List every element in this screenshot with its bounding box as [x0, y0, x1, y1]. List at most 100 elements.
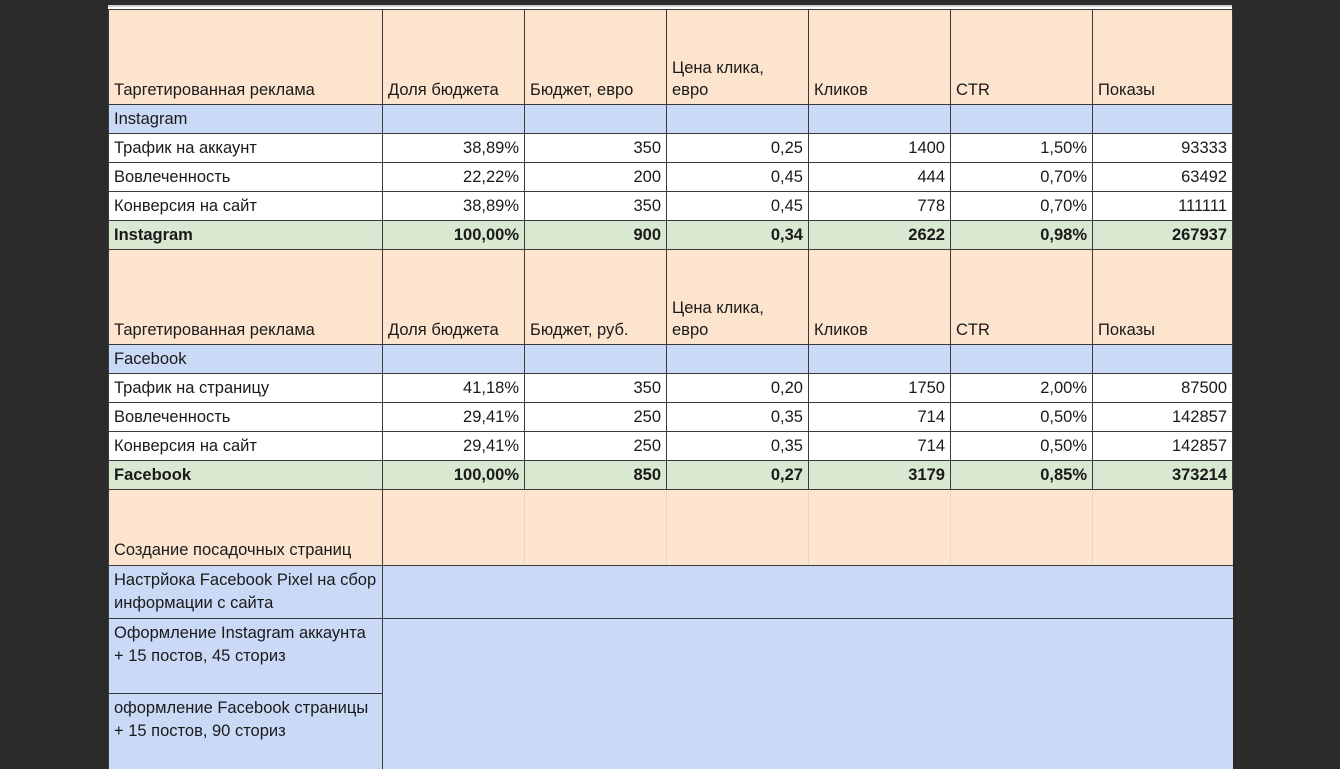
empty-cell[interactable] [951, 345, 1093, 374]
budget-share-cell[interactable]: 29,41% [383, 403, 525, 432]
empty-cell[interactable] [809, 490, 951, 566]
header-cell-ctr[interactable]: CTR [951, 10, 1093, 105]
empty-cell[interactable] [525, 345, 667, 374]
header-cell-budget-share[interactable]: Доля бюджета [383, 10, 525, 105]
empty-cell[interactable] [383, 345, 525, 374]
facebook-total-row: Facebook 100,00% 850 0,27 3179 0,85% 373… [109, 461, 1233, 490]
empty-cell[interactable] [667, 490, 809, 566]
total-ctr-cell[interactable]: 0,85% [951, 461, 1093, 490]
empty-cell[interactable] [809, 105, 951, 134]
click-price-cell[interactable]: 0,25 [667, 134, 809, 163]
total-ctr-cell[interactable]: 0,98% [951, 221, 1093, 250]
total-click-price-cell[interactable]: 0,34 [667, 221, 809, 250]
total-impressions-cell[interactable]: 373214 [1093, 461, 1233, 490]
total-budget-cell[interactable]: 850 [525, 461, 667, 490]
empty-cell[interactable] [1093, 490, 1233, 566]
total-click-price-cell[interactable]: 0,27 [667, 461, 809, 490]
merged-empty-cell[interactable] [383, 619, 1233, 769]
empty-cell[interactable] [667, 345, 809, 374]
click-price-cell[interactable]: 0,45 [667, 192, 809, 221]
total-clicks-cell[interactable]: 3179 [809, 461, 951, 490]
section-cell-facebook[interactable]: Facebook [109, 345, 383, 374]
clicks-cell[interactable]: 714 [809, 403, 951, 432]
task-cell-facebook-design[interactable]: оформление Facebook страницы + 15 постов… [109, 694, 383, 769]
task-cell-instagram-design[interactable]: Оформление Instagram аккаунта + 15 посто… [109, 619, 383, 694]
header-cell-clicks[interactable]: Кликов [809, 250, 951, 345]
section-cell-instagram[interactable]: Instagram [109, 105, 383, 134]
budget-share-cell[interactable]: 29,41% [383, 432, 525, 461]
budget-cell[interactable]: 350 [525, 192, 667, 221]
empty-cell[interactable] [383, 490, 525, 566]
empty-cell[interactable] [525, 105, 667, 134]
ctr-cell[interactable]: 2,00% [951, 374, 1093, 403]
ctr-cell[interactable]: 0,50% [951, 403, 1093, 432]
total-budget-cell[interactable]: 900 [525, 221, 667, 250]
total-label-cell[interactable]: Facebook [109, 461, 383, 490]
header-cell-click-price[interactable]: Цена клика, евро [667, 250, 809, 345]
header-cell-budget[interactable]: Бюджет, евро [525, 10, 667, 105]
task-cell-landing-pages[interactable]: Создание посадочных страниц [109, 490, 383, 566]
clicks-cell[interactable]: 778 [809, 192, 951, 221]
click-price-cell[interactable]: 0,45 [667, 163, 809, 192]
empty-cell[interactable] [1093, 105, 1233, 134]
empty-cell[interactable] [525, 490, 667, 566]
click-price-cell[interactable]: 0,35 [667, 403, 809, 432]
budget-share-cell[interactable]: 38,89% [383, 192, 525, 221]
header-cell-ctr[interactable]: CTR [951, 250, 1093, 345]
budget-cell[interactable]: 250 [525, 403, 667, 432]
ctr-cell[interactable]: 0,50% [951, 432, 1093, 461]
impressions-cell[interactable]: 93333 [1093, 134, 1233, 163]
row-label-cell[interactable]: Вовлеченность [109, 403, 383, 432]
total-budget-share-cell[interactable]: 100,00% [383, 461, 525, 490]
budget-share-cell[interactable]: 41,18% [383, 374, 525, 403]
total-clicks-cell[interactable]: 2622 [809, 221, 951, 250]
clicks-cell[interactable]: 1400 [809, 134, 951, 163]
impressions-cell[interactable]: 142857 [1093, 403, 1233, 432]
table-row: Вовлеченность 22,22% 200 0,45 444 0,70% … [109, 163, 1233, 192]
merged-empty-cell[interactable] [383, 566, 1233, 619]
empty-cell[interactable] [1093, 345, 1233, 374]
impressions-cell[interactable]: 87500 [1093, 374, 1233, 403]
header-cell-budget-share[interactable]: Доля бюджета [383, 250, 525, 345]
instagram-section-row: Instagram [109, 105, 1233, 134]
budget-share-cell[interactable]: 22,22% [383, 163, 525, 192]
task-cell-pixel-setup[interactable]: Настрйока Facebook Pixel на сбор информа… [109, 566, 383, 619]
budget-cell[interactable]: 350 [525, 134, 667, 163]
empty-cell[interactable] [951, 105, 1093, 134]
header-cell-impressions[interactable]: Показы [1093, 250, 1233, 345]
total-budget-share-cell[interactable]: 100,00% [383, 221, 525, 250]
click-price-cell[interactable]: 0,35 [667, 432, 809, 461]
ctr-cell[interactable]: 0,70% [951, 192, 1093, 221]
row-label-cell[interactable]: Вовлеченность [109, 163, 383, 192]
impressions-cell[interactable]: 142857 [1093, 432, 1233, 461]
header-cell-clicks[interactable]: Кликов [809, 10, 951, 105]
impressions-cell[interactable]: 111111 [1093, 192, 1233, 221]
budget-cell[interactable]: 250 [525, 432, 667, 461]
budget-cell[interactable]: 200 [525, 163, 667, 192]
table-row: Конверсия на сайт 38,89% 350 0,45 778 0,… [109, 192, 1233, 221]
row-label-cell[interactable]: Конверсия на сайт [109, 192, 383, 221]
empty-cell[interactable] [951, 490, 1093, 566]
impressions-cell[interactable]: 63492 [1093, 163, 1233, 192]
total-impressions-cell[interactable]: 267937 [1093, 221, 1233, 250]
header-cell-click-price[interactable]: Цена клика, евро [667, 10, 809, 105]
row-label-cell[interactable]: Трафик на страницу [109, 374, 383, 403]
ctr-cell[interactable]: 1,50% [951, 134, 1093, 163]
header-cell-targeted-ads[interactable]: Таргетированная реклама [109, 250, 383, 345]
budget-share-cell[interactable]: 38,89% [383, 134, 525, 163]
click-price-cell[interactable]: 0,20 [667, 374, 809, 403]
header-cell-impressions[interactable]: Показы [1093, 10, 1233, 105]
empty-cell[interactable] [809, 345, 951, 374]
row-label-cell[interactable]: Трафик на аккаунт [109, 134, 383, 163]
clicks-cell[interactable]: 444 [809, 163, 951, 192]
row-label-cell[interactable]: Конверсия на сайт [109, 432, 383, 461]
empty-cell[interactable] [667, 105, 809, 134]
header-cell-targeted-ads[interactable]: Таргетированная реклама [109, 10, 383, 105]
clicks-cell[interactable]: 1750 [809, 374, 951, 403]
total-label-cell[interactable]: Instagram [109, 221, 383, 250]
clicks-cell[interactable]: 714 [809, 432, 951, 461]
empty-cell[interactable] [383, 105, 525, 134]
ctr-cell[interactable]: 0,70% [951, 163, 1093, 192]
header-cell-budget[interactable]: Бюджет, руб. [525, 250, 667, 345]
budget-cell[interactable]: 350 [525, 374, 667, 403]
